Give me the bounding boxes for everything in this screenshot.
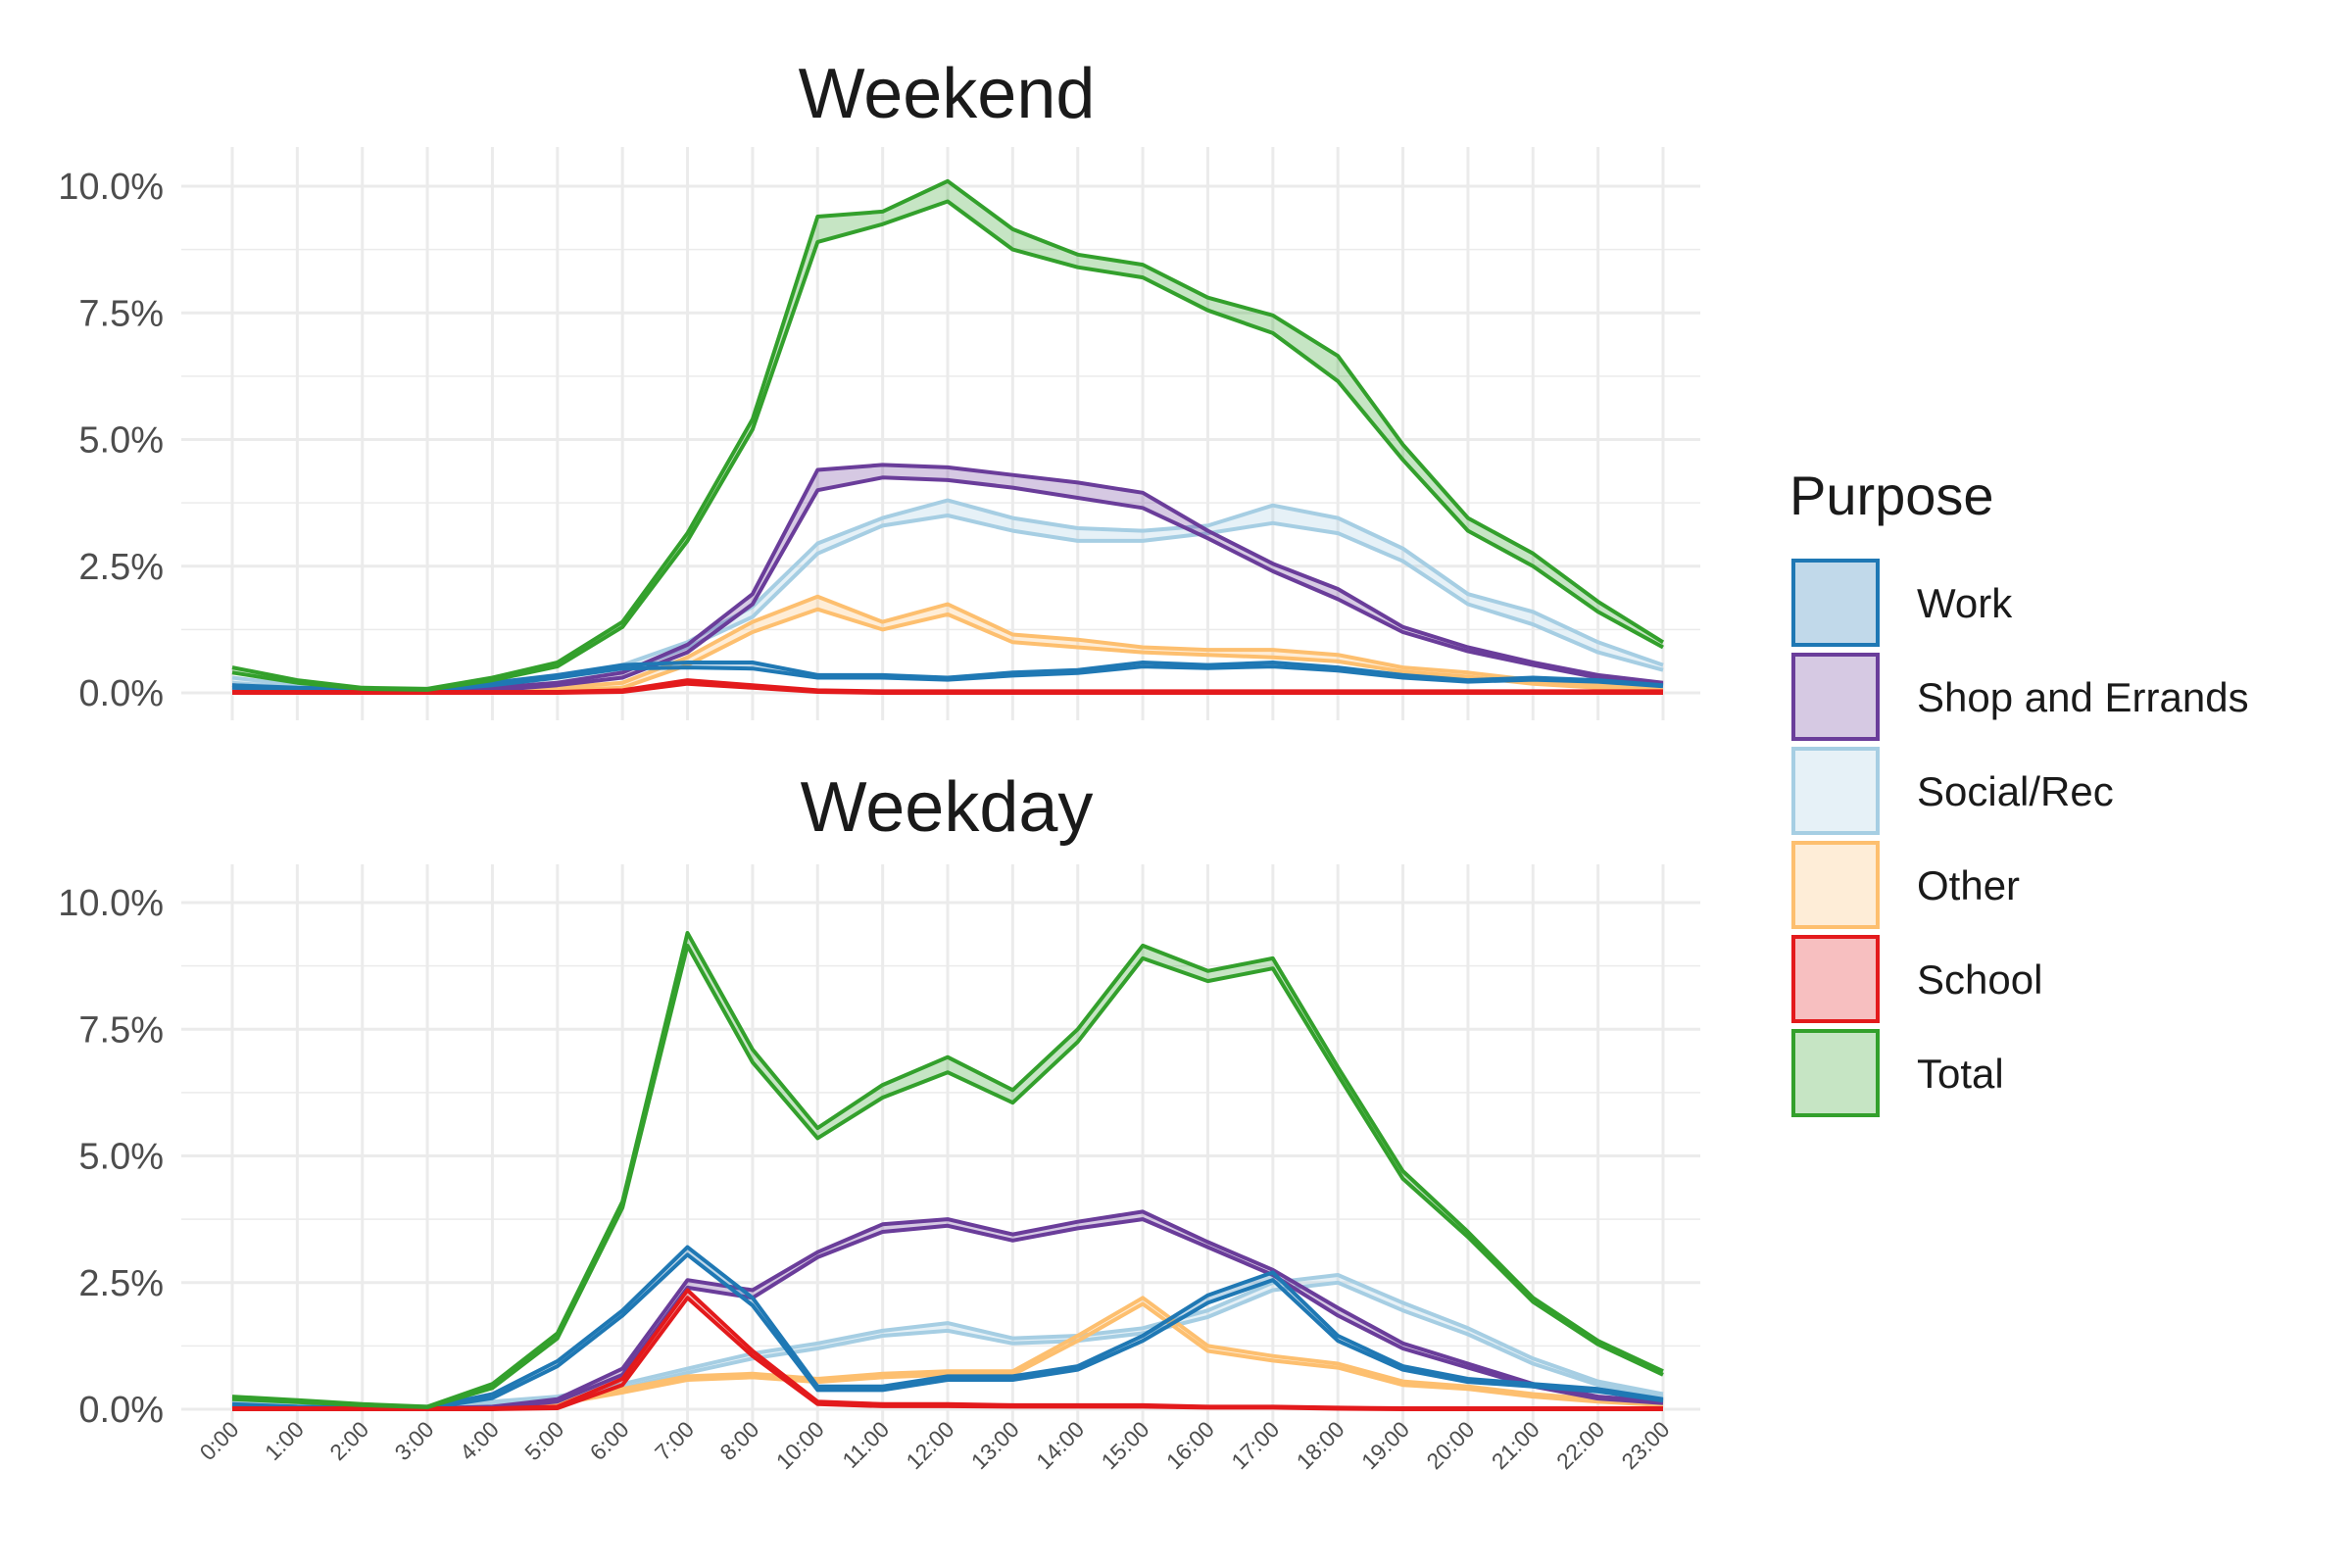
x-tick-label: 3:00 <box>390 1416 439 1465</box>
x-tick-label: 22:00 <box>1551 1416 1609 1474</box>
x-tick-label: 2:00 <box>324 1416 373 1465</box>
grid-weekday <box>181 864 1700 1437</box>
y-axis-weekend: 0.0% 2.5% 5.0% 7.5% 10.0% <box>58 167 164 714</box>
line-upper-work <box>231 1245 1664 1410</box>
y-tick-label: 0.0% <box>78 673 164 714</box>
x-tick-label: 20:00 <box>1421 1416 1479 1474</box>
line-lower-work <box>231 1252 1664 1410</box>
line-lower-school <box>232 681 1663 695</box>
x-tick-label: 4:00 <box>455 1416 504 1465</box>
y-tick-label: 2.5% <box>78 547 164 588</box>
legend-key-total <box>1791 1029 1880 1117</box>
x-tick-label: 10:00 <box>771 1416 829 1474</box>
x-tick-label: 19:00 <box>1356 1416 1414 1474</box>
x-tick-label: 1:00 <box>260 1416 309 1465</box>
legend-key-other <box>1791 841 1880 929</box>
y-tick-label: 10.0% <box>58 883 164 924</box>
legend-key-work <box>1791 559 1880 647</box>
y-tick-label: 2.5% <box>78 1263 164 1304</box>
line-upper-total <box>231 178 1665 691</box>
x-tick-label: 14:00 <box>1031 1416 1089 1474</box>
line-lower-school <box>232 1296 1663 1411</box>
legend-key-shop <box>1791 653 1880 741</box>
series-weekday <box>231 931 1664 1411</box>
x-tick-label: 21:00 <box>1487 1416 1544 1474</box>
legend: Purpose Work Shop and Errands Social/Rec Ot… <box>1789 465 2249 1117</box>
x-tick-label: 8:00 <box>714 1416 763 1465</box>
legend-label-school: School <box>1917 956 2042 1003</box>
line-lower-total <box>231 199 1664 692</box>
x-tick-label: 5:00 <box>519 1416 568 1465</box>
line-upper-total <box>231 931 1664 1409</box>
line-lower-work <box>231 664 1664 693</box>
x-tick-label: 6:00 <box>585 1416 634 1465</box>
x-tick-label: 16:00 <box>1161 1416 1219 1474</box>
legend-label-shop: Shop and Errands <box>1917 674 2249 720</box>
x-tick-label: 11:00 <box>837 1416 894 1473</box>
y-tick-label: 10.0% <box>58 167 164 208</box>
x-tick-label: 7:00 <box>650 1416 699 1465</box>
y-tick-label: 7.5% <box>78 1009 164 1051</box>
x-tick-label: 12:00 <box>901 1416 958 1474</box>
x-tick-label: 15:00 <box>1097 1416 1154 1474</box>
legend-label-social: Social/Rec <box>1917 768 2114 814</box>
panel-weekday: Weekday 0.0% 2.5% 5.0% 7.5% 10.0% <box>58 768 1700 1437</box>
y-tick-label: 5.0% <box>78 1137 164 1178</box>
legend-items: Work Shop and Errands Social/Rec Other Schoo… <box>1791 559 2249 1117</box>
legend-label-other: Other <box>1917 862 2020 908</box>
legend-title: Purpose <box>1789 465 1994 526</box>
legend-label-work: Work <box>1917 580 2013 626</box>
y-tick-label: 7.5% <box>78 293 164 334</box>
line-lower-total <box>231 943 1664 1409</box>
y-axis-weekday: 0.0% 2.5% 5.0% 7.5% 10.0% <box>58 883 164 1431</box>
legend-label-total: Total <box>1917 1051 2004 1097</box>
x-tick-label: 13:00 <box>966 1416 1024 1474</box>
x-axis: 0:00 1:00 2:00 3:00 4:00 5:00 6:00 7:00 8:00 10:0… <box>194 1416 1674 1474</box>
panel-weekend: Weekend 0.0% 2.5% 5.0% 7.5% 10.0% <box>58 55 1700 720</box>
legend-key-school <box>1791 935 1880 1023</box>
x-tick-label: 17:00 <box>1226 1416 1284 1474</box>
series-weekend <box>231 178 1665 695</box>
legend-key-social <box>1791 747 1880 835</box>
y-tick-label: 0.0% <box>78 1390 164 1431</box>
y-tick-label: 5.0% <box>78 420 164 462</box>
x-tick-label: 18:00 <box>1292 1416 1349 1474</box>
panel-title-weekday: Weekday <box>801 768 1094 847</box>
x-tick-label: 23:00 <box>1616 1416 1674 1474</box>
x-tick-label: 0:00 <box>194 1416 243 1465</box>
grid-weekend <box>181 147 1700 720</box>
panel-title-weekend: Weekend <box>799 55 1096 133</box>
